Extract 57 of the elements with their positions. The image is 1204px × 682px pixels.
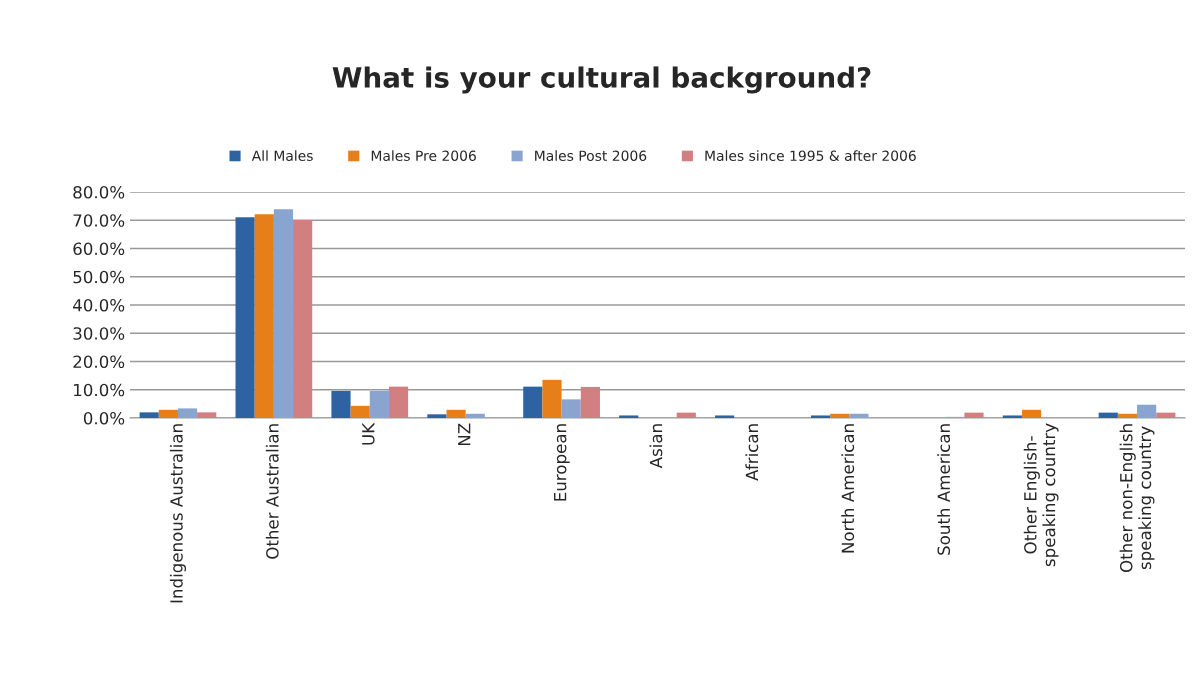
bar bbox=[235, 217, 255, 418]
bar bbox=[158, 409, 178, 418]
bar bbox=[619, 415, 639, 418]
x-tick-label: European bbox=[554, 424, 570, 501]
bar bbox=[177, 408, 198, 418]
bar bbox=[1098, 412, 1118, 418]
bar bbox=[446, 409, 466, 418]
bar bbox=[964, 412, 984, 418]
bar bbox=[1021, 409, 1042, 418]
bar bbox=[715, 415, 735, 418]
x-tick-label: Indigenous Australian bbox=[169, 424, 187, 603]
x-tick-label: Asian bbox=[649, 424, 663, 469]
x-tick-label: South American bbox=[937, 424, 951, 555]
bar bbox=[465, 413, 485, 418]
x-tick-label: African bbox=[745, 424, 759, 481]
bar bbox=[676, 412, 696, 418]
y-tick-label: 60.0% bbox=[73, 242, 125, 256]
bar bbox=[1117, 413, 1138, 418]
bar bbox=[388, 386, 409, 418]
bar bbox=[542, 379, 562, 418]
legend-label: Males since 1995 & after 2006 bbox=[705, 150, 916, 161]
x-tick-label: Other non-English speaking country bbox=[1119, 424, 1155, 573]
bar bbox=[293, 219, 313, 418]
bar bbox=[849, 413, 869, 418]
bar bbox=[1137, 404, 1157, 418]
x-tick-label: North American bbox=[841, 424, 855, 553]
y-tick-label: 50.0% bbox=[73, 270, 125, 284]
bar bbox=[331, 390, 351, 418]
bar bbox=[139, 412, 159, 418]
y-tick-label: 20.0% bbox=[73, 355, 125, 369]
legend-label: Males Pre 2006 bbox=[371, 150, 476, 161]
bar bbox=[830, 413, 850, 418]
bar bbox=[197, 412, 217, 418]
y-tick-label: 0.0% bbox=[83, 411, 125, 425]
x-tick-label: Other Australian bbox=[265, 424, 279, 559]
bar bbox=[427, 414, 447, 418]
y-tick-label: 70.0% bbox=[73, 214, 125, 227]
x-tick-label: NZ bbox=[458, 423, 471, 446]
y-tick-label: 40.0% bbox=[73, 298, 125, 312]
bar bbox=[350, 405, 370, 418]
y-tick-label: 80.0% bbox=[73, 185, 125, 199]
bar bbox=[1002, 415, 1022, 418]
chart-title: What is your cultural background? bbox=[332, 66, 871, 94]
legend-label: All Males bbox=[251, 150, 313, 161]
bar bbox=[273, 209, 294, 418]
bar bbox=[254, 214, 274, 418]
y-tick-label: 30.0% bbox=[73, 327, 125, 340]
bar bbox=[369, 390, 389, 418]
legend-label: Males Post 2006 bbox=[535, 150, 647, 161]
bar bbox=[561, 399, 581, 418]
y-tick-label: 10.0% bbox=[74, 383, 125, 397]
bar bbox=[810, 415, 831, 418]
x-tick-label: UK bbox=[362, 422, 375, 445]
bar bbox=[523, 386, 543, 418]
bar bbox=[1156, 412, 1176, 418]
x-tick-label: Other English- speaking country bbox=[1023, 423, 1059, 567]
bar bbox=[580, 386, 600, 418]
